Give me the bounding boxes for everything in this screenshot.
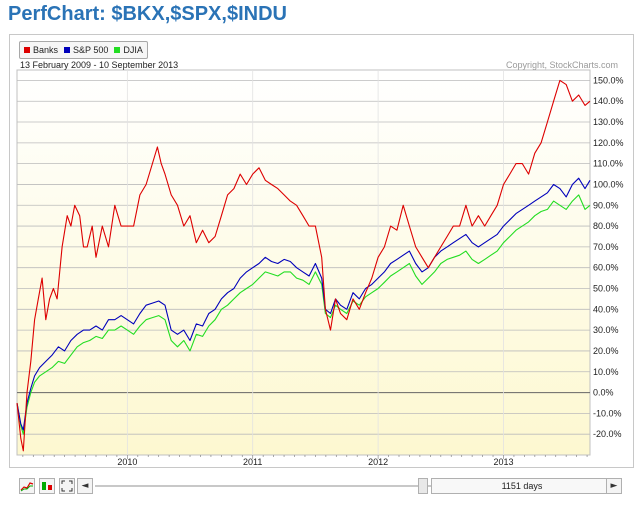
y-tick-label: 130.0% bbox=[593, 117, 624, 127]
y-tick-label: 120.0% bbox=[593, 138, 624, 148]
y-tick-label: 150.0% bbox=[593, 75, 624, 85]
y-tick-label: 30.0% bbox=[593, 325, 619, 335]
y-tick-label: 140.0% bbox=[593, 96, 624, 106]
x-tick-label: 2011 bbox=[243, 457, 262, 467]
legend-label-banks: Banks bbox=[33, 45, 59, 55]
days-range-box[interactable]: 1151 days bbox=[431, 478, 613, 494]
scroll-right-button[interactable]: ► bbox=[606, 478, 622, 494]
x-tick-label: 2010 bbox=[117, 457, 137, 467]
x-tick-label: 2012 bbox=[368, 457, 388, 467]
y-tick-label: 20.0% bbox=[593, 346, 619, 356]
y-tick-label: 80.0% bbox=[593, 221, 619, 231]
series-line-s-p-500 bbox=[16, 177, 591, 431]
legend-label-djia: DJIA bbox=[123, 45, 143, 55]
legend-swatch-djia bbox=[114, 47, 121, 53]
series-line-banks bbox=[16, 79, 591, 452]
line-chart-icon[interactable] bbox=[19, 478, 35, 494]
plot-area bbox=[16, 69, 591, 456]
page-title: PerfChart: $BKX,$SPX,$INDU bbox=[8, 3, 287, 25]
histogram-icon[interactable] bbox=[39, 478, 55, 494]
x-tick-label: 2013 bbox=[493, 457, 513, 467]
legend-item-sp500[interactable]: S&P 500 bbox=[64, 45, 108, 55]
legend-label-sp500: S&P 500 bbox=[73, 45, 109, 55]
y-tick-label: 110.0% bbox=[593, 159, 623, 169]
chart-controls: ◄ 1151 days ► bbox=[9, 474, 632, 498]
series-line-djia bbox=[16, 194, 591, 435]
y-tick-label: 40.0% bbox=[593, 304, 619, 314]
legend-item-banks[interactable]: Banks bbox=[24, 45, 58, 55]
copyright-label: Copyright, StockCharts.com bbox=[505, 60, 618, 70]
y-tick-label: 100.0% bbox=[593, 179, 624, 189]
scroll-left-button[interactable]: ◄ bbox=[77, 478, 93, 494]
y-tick-label: 50.0% bbox=[593, 284, 619, 294]
y-tick-label: 10.0% bbox=[593, 367, 619, 377]
legend-swatch-sp500 bbox=[64, 47, 71, 53]
y-tick-label: 90.0% bbox=[593, 200, 619, 210]
date-range-label: 13 February 2009 - 10 September 2013 bbox=[20, 60, 179, 70]
y-tick-label: -10.0% bbox=[593, 408, 622, 418]
y-tick-label: 70.0% bbox=[593, 242, 619, 252]
y-tick-label: -20.0% bbox=[593, 429, 622, 439]
fullscreen-icon[interactable] bbox=[59, 478, 75, 494]
legend-item-djia[interactable]: DJIA bbox=[114, 45, 143, 55]
scroll-handle[interactable] bbox=[418, 478, 428, 494]
scroll-track[interactable] bbox=[95, 485, 431, 487]
chart-legend: Banks S&P 500 DJIA bbox=[19, 41, 148, 59]
y-tick-label: 0.0% bbox=[593, 388, 614, 398]
y-tick-label: 60.0% bbox=[593, 263, 619, 273]
legend-swatch-banks bbox=[24, 47, 30, 53]
